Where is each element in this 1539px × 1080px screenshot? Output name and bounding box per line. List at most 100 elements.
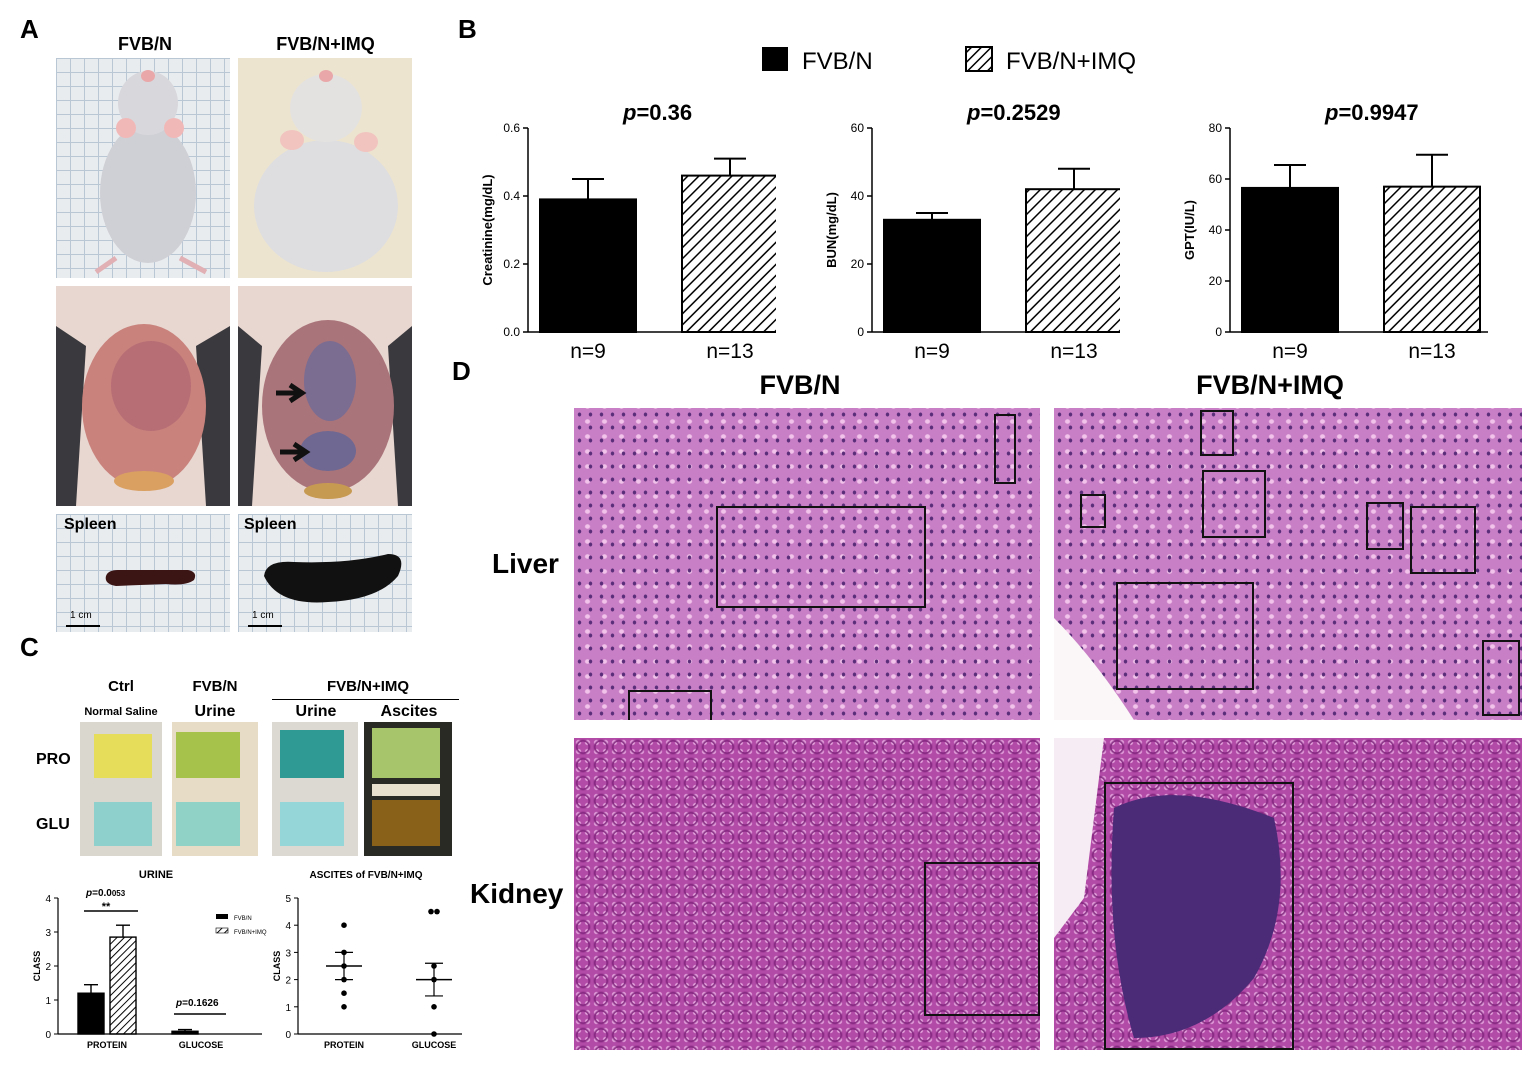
highlight-box [1202, 470, 1266, 538]
category-label: GLUCOSE [179, 1040, 224, 1050]
mouse-photo-fvbn-imq [238, 58, 412, 278]
bar [77, 992, 105, 1035]
row-label-liver: Liver [492, 548, 559, 579]
dipstick-imq-ascites [364, 722, 452, 856]
strip-sub-ascites: Ascites [380, 703, 438, 720]
p-value-protein: p=0.0053 [85, 888, 126, 899]
strip-row-glu: GLU [36, 816, 70, 833]
strip-sub-saline: Normal Saline [84, 706, 158, 718]
strip-row-pro: PRO [36, 751, 71, 768]
p-value-label: p=0.9947 [1324, 100, 1419, 125]
category-label: n=9 [1272, 340, 1308, 363]
category-label: n=13 [1050, 340, 1097, 363]
chart-ascites: ASCITES of FVB/N+IMQ 0 1 2 3 4 5 CLASS PROTEIN GL… [272, 870, 462, 1050]
arrow-icon [276, 382, 307, 404]
y-tick-label: 80 [1209, 121, 1223, 135]
panel-a-col1-header: FVB/N [118, 34, 172, 54]
category-label: GLUCOSE [412, 1040, 457, 1050]
p-value-label: p=0.2529 [966, 100, 1061, 125]
strip-header-fvbn-imq: FVB/N+IMQ [326, 678, 410, 695]
y-tick-label: 4 [45, 894, 51, 905]
panel-d-col2-header: FVB/N+IMQ [1196, 370, 1344, 400]
dissection-photo-fvbn [56, 286, 230, 506]
histology-kidney-fvbn [574, 738, 1040, 1050]
spleen-label: Spleen [244, 516, 297, 533]
scale-bar-label: 1 cm [70, 610, 92, 621]
bar [1241, 186, 1339, 333]
strip-sub-urine-imq: Urine [295, 703, 337, 720]
y-tick-label: 2 [45, 962, 51, 973]
bar [539, 198, 637, 334]
category-label: PROTEIN [324, 1040, 364, 1050]
panel-b-label: B [458, 14, 477, 44]
y-tick-label: 0.6 [503, 121, 520, 135]
histology-kidney-fvbn-imq [1054, 738, 1522, 1050]
dipstick-imq-urine [272, 722, 358, 856]
row-label-kidney: Kidney [470, 878, 564, 909]
legend-label-fvbn: FVB/N [802, 48, 873, 75]
y-tick-label: 2 [285, 976, 291, 987]
y-axis-label: BUN(mg/dL) [824, 192, 839, 268]
data-point [341, 990, 347, 996]
chart-title: URINE [139, 869, 173, 881]
y-axis-label: GPT(IU/L) [1182, 200, 1197, 260]
chart-creatinine: p=0.36 0.0 0.2 0.4 0.6 Creatinine(mg/dL) n=9 n=… [480, 100, 776, 363]
highlight-box [994, 414, 1016, 484]
strip-header-ctrl: Ctrl [108, 678, 134, 695]
chart-title: ASCITES of FVB/N+IMQ [309, 870, 422, 881]
y-tick-label: 60 [851, 121, 865, 135]
p-value-glucose: p=0.1626 [175, 998, 219, 1009]
chart-gpt: p=0.9947 0 20 40 60 80 GPT(IU/L) n=9 n=13 [1182, 100, 1488, 363]
y-tick-label: 0.0 [503, 325, 520, 339]
y-axis-label: Creatinine(mg/dL) [480, 174, 495, 285]
scale-bar-label: 1 cm [252, 610, 274, 621]
highlight-box [1104, 782, 1294, 1050]
p-value-label: p=0.36 [622, 100, 692, 125]
legend-label-fvbn-imq: FVB/N+IMQ [1006, 48, 1136, 75]
category-label: n=9 [914, 340, 950, 363]
chart-bun: p=0.2529 0 20 40 60 BUN(mg/dL) n=9 n=13 [824, 100, 1120, 363]
strip-sub-urine-fvbn: Urine [194, 703, 236, 720]
y-tick-label: 0 [45, 1030, 51, 1041]
y-tick-label: 60 [1209, 172, 1223, 186]
highlight-box [924, 862, 1040, 1016]
y-tick-label: 3 [45, 928, 51, 939]
y-tick-label: 40 [851, 189, 865, 203]
highlight-box [716, 506, 926, 608]
data-point [341, 1004, 347, 1010]
bar [109, 936, 137, 1035]
chart-urine: URINE 0 1 2 3 4 CLASS PROTEIN GLUCOSE p=0.0053 ** p… [32, 869, 267, 1050]
panel-d-label: D [452, 356, 471, 386]
data-point [434, 908, 440, 915]
highlight-box [628, 690, 712, 720]
category-label: n=13 [706, 340, 753, 363]
strip-header-fvbn: FVB/N [192, 678, 238, 695]
y-tick-label: 0.4 [503, 189, 520, 203]
data-point [431, 1004, 437, 1010]
arrow-icon [280, 441, 311, 463]
legend-label: FVB/N [234, 916, 252, 922]
histology-liver-fvbn [574, 408, 1040, 720]
highlight-box [1366, 502, 1404, 550]
highlight-box [1410, 506, 1476, 574]
y-tick-label: 0 [1215, 325, 1222, 339]
highlight-box [1200, 410, 1234, 456]
legend-swatch-fvbn-imq [965, 46, 993, 72]
bar [883, 218, 981, 333]
highlight-box [1080, 494, 1106, 528]
y-tick-label: 4 [285, 921, 291, 932]
histology-liver-fvbn-imq [1054, 408, 1522, 720]
highlight-box [1116, 582, 1254, 690]
spleen-label: Spleen [64, 516, 117, 533]
y-tick-label: 20 [1209, 274, 1223, 288]
legend-swatch [216, 914, 228, 919]
category-label: n=13 [1408, 340, 1455, 363]
panel-a-label: A [20, 14, 39, 44]
y-tick-label: 1 [285, 1003, 291, 1014]
legend-swatch [215, 927, 229, 934]
dissection-photo-fvbn-imq [238, 286, 412, 506]
mouse-photo-fvbn [56, 58, 230, 278]
category-label: PROTEIN [87, 1040, 127, 1050]
bar [1383, 185, 1481, 334]
y-tick-label: 3 [285, 948, 291, 959]
